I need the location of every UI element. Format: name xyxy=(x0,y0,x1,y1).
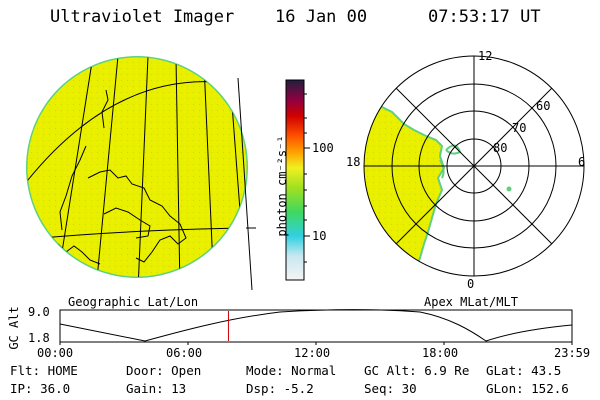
altitude-axis-label: GC Alt xyxy=(7,306,21,350)
instrument-title: Ultraviolet Imager xyxy=(50,7,235,27)
flight-status: Flt: HOME xyxy=(10,363,78,378)
geo-disc-image xyxy=(27,57,247,277)
gain-status: Gain: 13 xyxy=(126,381,187,396)
mlat-label-60: 60 xyxy=(536,99,551,113)
time-tick-0000: 00:00 xyxy=(37,346,74,360)
dsp-status: Dsp: -5.2 xyxy=(246,381,314,396)
polar-spot xyxy=(506,186,512,192)
door-status: Door: Open xyxy=(126,363,202,378)
time-tick-2359: 23:59 xyxy=(554,346,591,360)
mlt-label-18: 18 xyxy=(346,155,361,169)
geographic-label: Geographic Lat/Lon xyxy=(68,295,199,309)
altitude-frame xyxy=(59,309,573,343)
mlt-label-12: 12 xyxy=(478,49,493,63)
time-tick-1800: 18:00 xyxy=(422,346,459,360)
glon-status: GLon: 152.6 xyxy=(486,381,569,396)
mlt-label-6: 6 xyxy=(578,155,586,169)
time-tick-1200: 12:00 xyxy=(294,346,331,360)
mode-status: Mode: Normal xyxy=(246,363,337,378)
altitude-tick-high: 9.0 xyxy=(28,305,50,319)
colorbar-tick-10: 10 xyxy=(312,229,327,243)
date-label: 16 Jan 00 xyxy=(275,7,368,27)
apex-label: Apex MLat/MLT xyxy=(424,295,518,309)
gc-alt-status: GC Alt: 6.9 Re xyxy=(364,363,470,378)
seq-status: Seq: 30 xyxy=(364,381,417,396)
glat-status: GLat: 43.5 xyxy=(486,363,562,378)
altitude-tick-low: 1.8 xyxy=(28,331,50,345)
altitude-curve xyxy=(59,309,573,342)
mlat-label-70: 70 xyxy=(512,121,527,135)
time-label: 07:53:17 UT xyxy=(428,7,541,27)
mlt-label-0: 0 xyxy=(467,277,475,291)
ip-status: IP: 36.0 xyxy=(10,381,71,396)
mlat-label-80: 80 xyxy=(493,141,508,155)
time-tick-0600: 06:00 xyxy=(166,346,203,360)
colorbar-tick-100: 100 xyxy=(312,141,334,155)
